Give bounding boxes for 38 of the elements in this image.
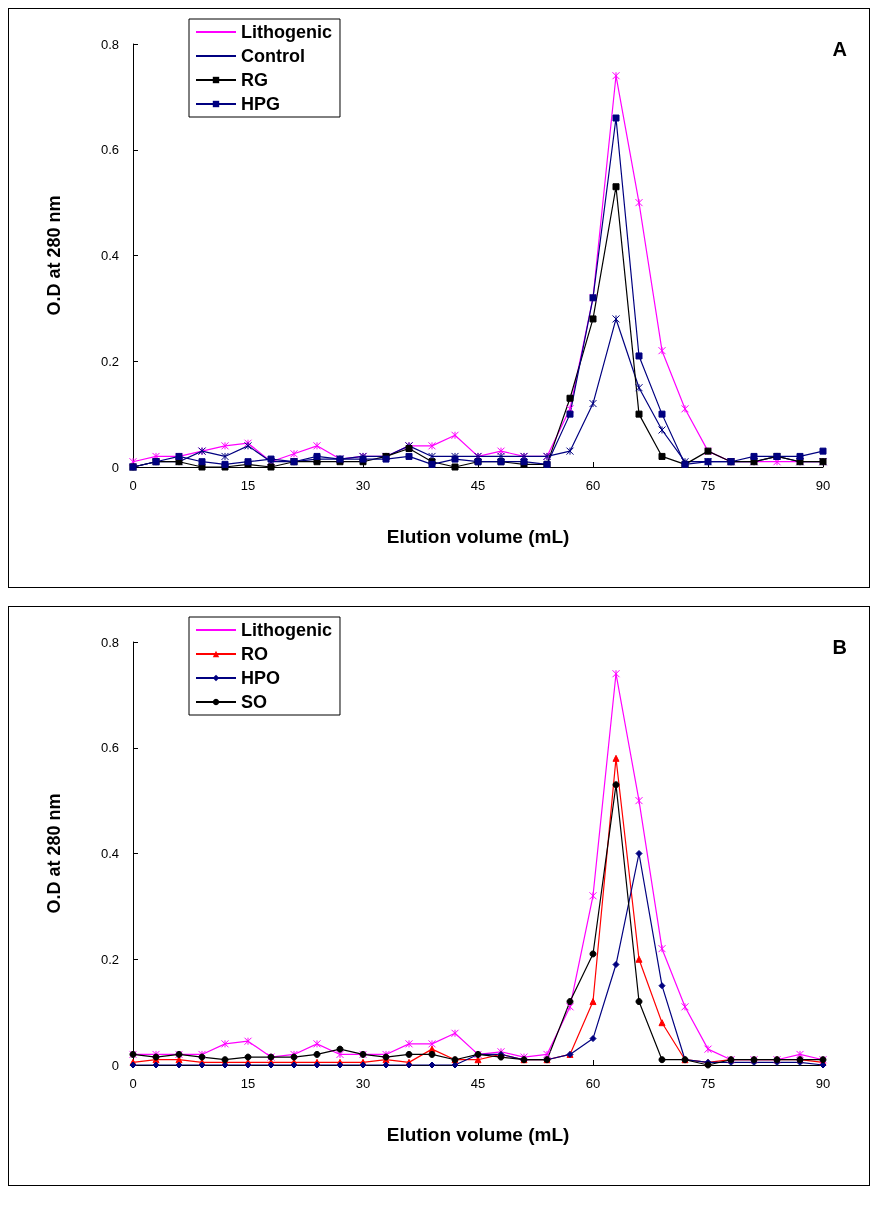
- legend-label: Lithogenic: [241, 620, 332, 640]
- x-tick-label: 60: [585, 1076, 601, 1091]
- y-tick-label: 0.8: [100, 36, 119, 52]
- x-tick-label: 30: [355, 478, 371, 493]
- y-tick-label: 0.2: [100, 951, 119, 967]
- text: B: [832, 636, 848, 658]
- y-axis-title: O.D at 280 nm: [44, 793, 64, 914]
- y-tick-label: 0: [111, 459, 119, 475]
- y-axis-title: O.D at 280 nm: [44, 195, 64, 316]
- x-tick-label: 45: [470, 478, 486, 493]
- y-tick-label: 0: [111, 1057, 119, 1073]
- legend-label: RG: [241, 70, 268, 90]
- x-tick-label: 15: [240, 1076, 256, 1091]
- x-tick-label: 0: [129, 1076, 137, 1091]
- y-tick-label: 0.6: [100, 740, 119, 756]
- y-tick-label: 0.8: [100, 634, 119, 650]
- x-axis-title: Elution volume (mL): [386, 526, 570, 547]
- y-tick-label: 0.4: [100, 248, 119, 263]
- y-tick-label: 0.2: [100, 353, 119, 369]
- y-tick-label: 0.6: [100, 142, 119, 158]
- legend-label: RO: [241, 644, 268, 664]
- legend-label: Lithogenic: [241, 22, 332, 42]
- x-tick-label: 90: [815, 478, 831, 493]
- y-tick-label: 0.4: [100, 846, 119, 861]
- legend-label: HPG: [241, 94, 281, 114]
- x-tick-label: 75: [700, 478, 716, 493]
- x-tick-label: 0: [129, 478, 137, 493]
- x-tick-label: 60: [585, 478, 601, 493]
- x-tick-label: 30: [355, 1076, 371, 1091]
- x-tick-label: 75: [700, 1076, 716, 1091]
- x-tick-label: 15: [240, 478, 256, 493]
- legend-label: HPO: [241, 668, 281, 688]
- x-axis-title: Elution volume (mL): [386, 1124, 570, 1145]
- text: A: [832, 38, 848, 60]
- x-tick-label: 90: [815, 1076, 831, 1091]
- x-tick-label: 45: [470, 1076, 486, 1091]
- legend-label: Control: [241, 46, 305, 66]
- legend-label: SO: [241, 692, 268, 712]
